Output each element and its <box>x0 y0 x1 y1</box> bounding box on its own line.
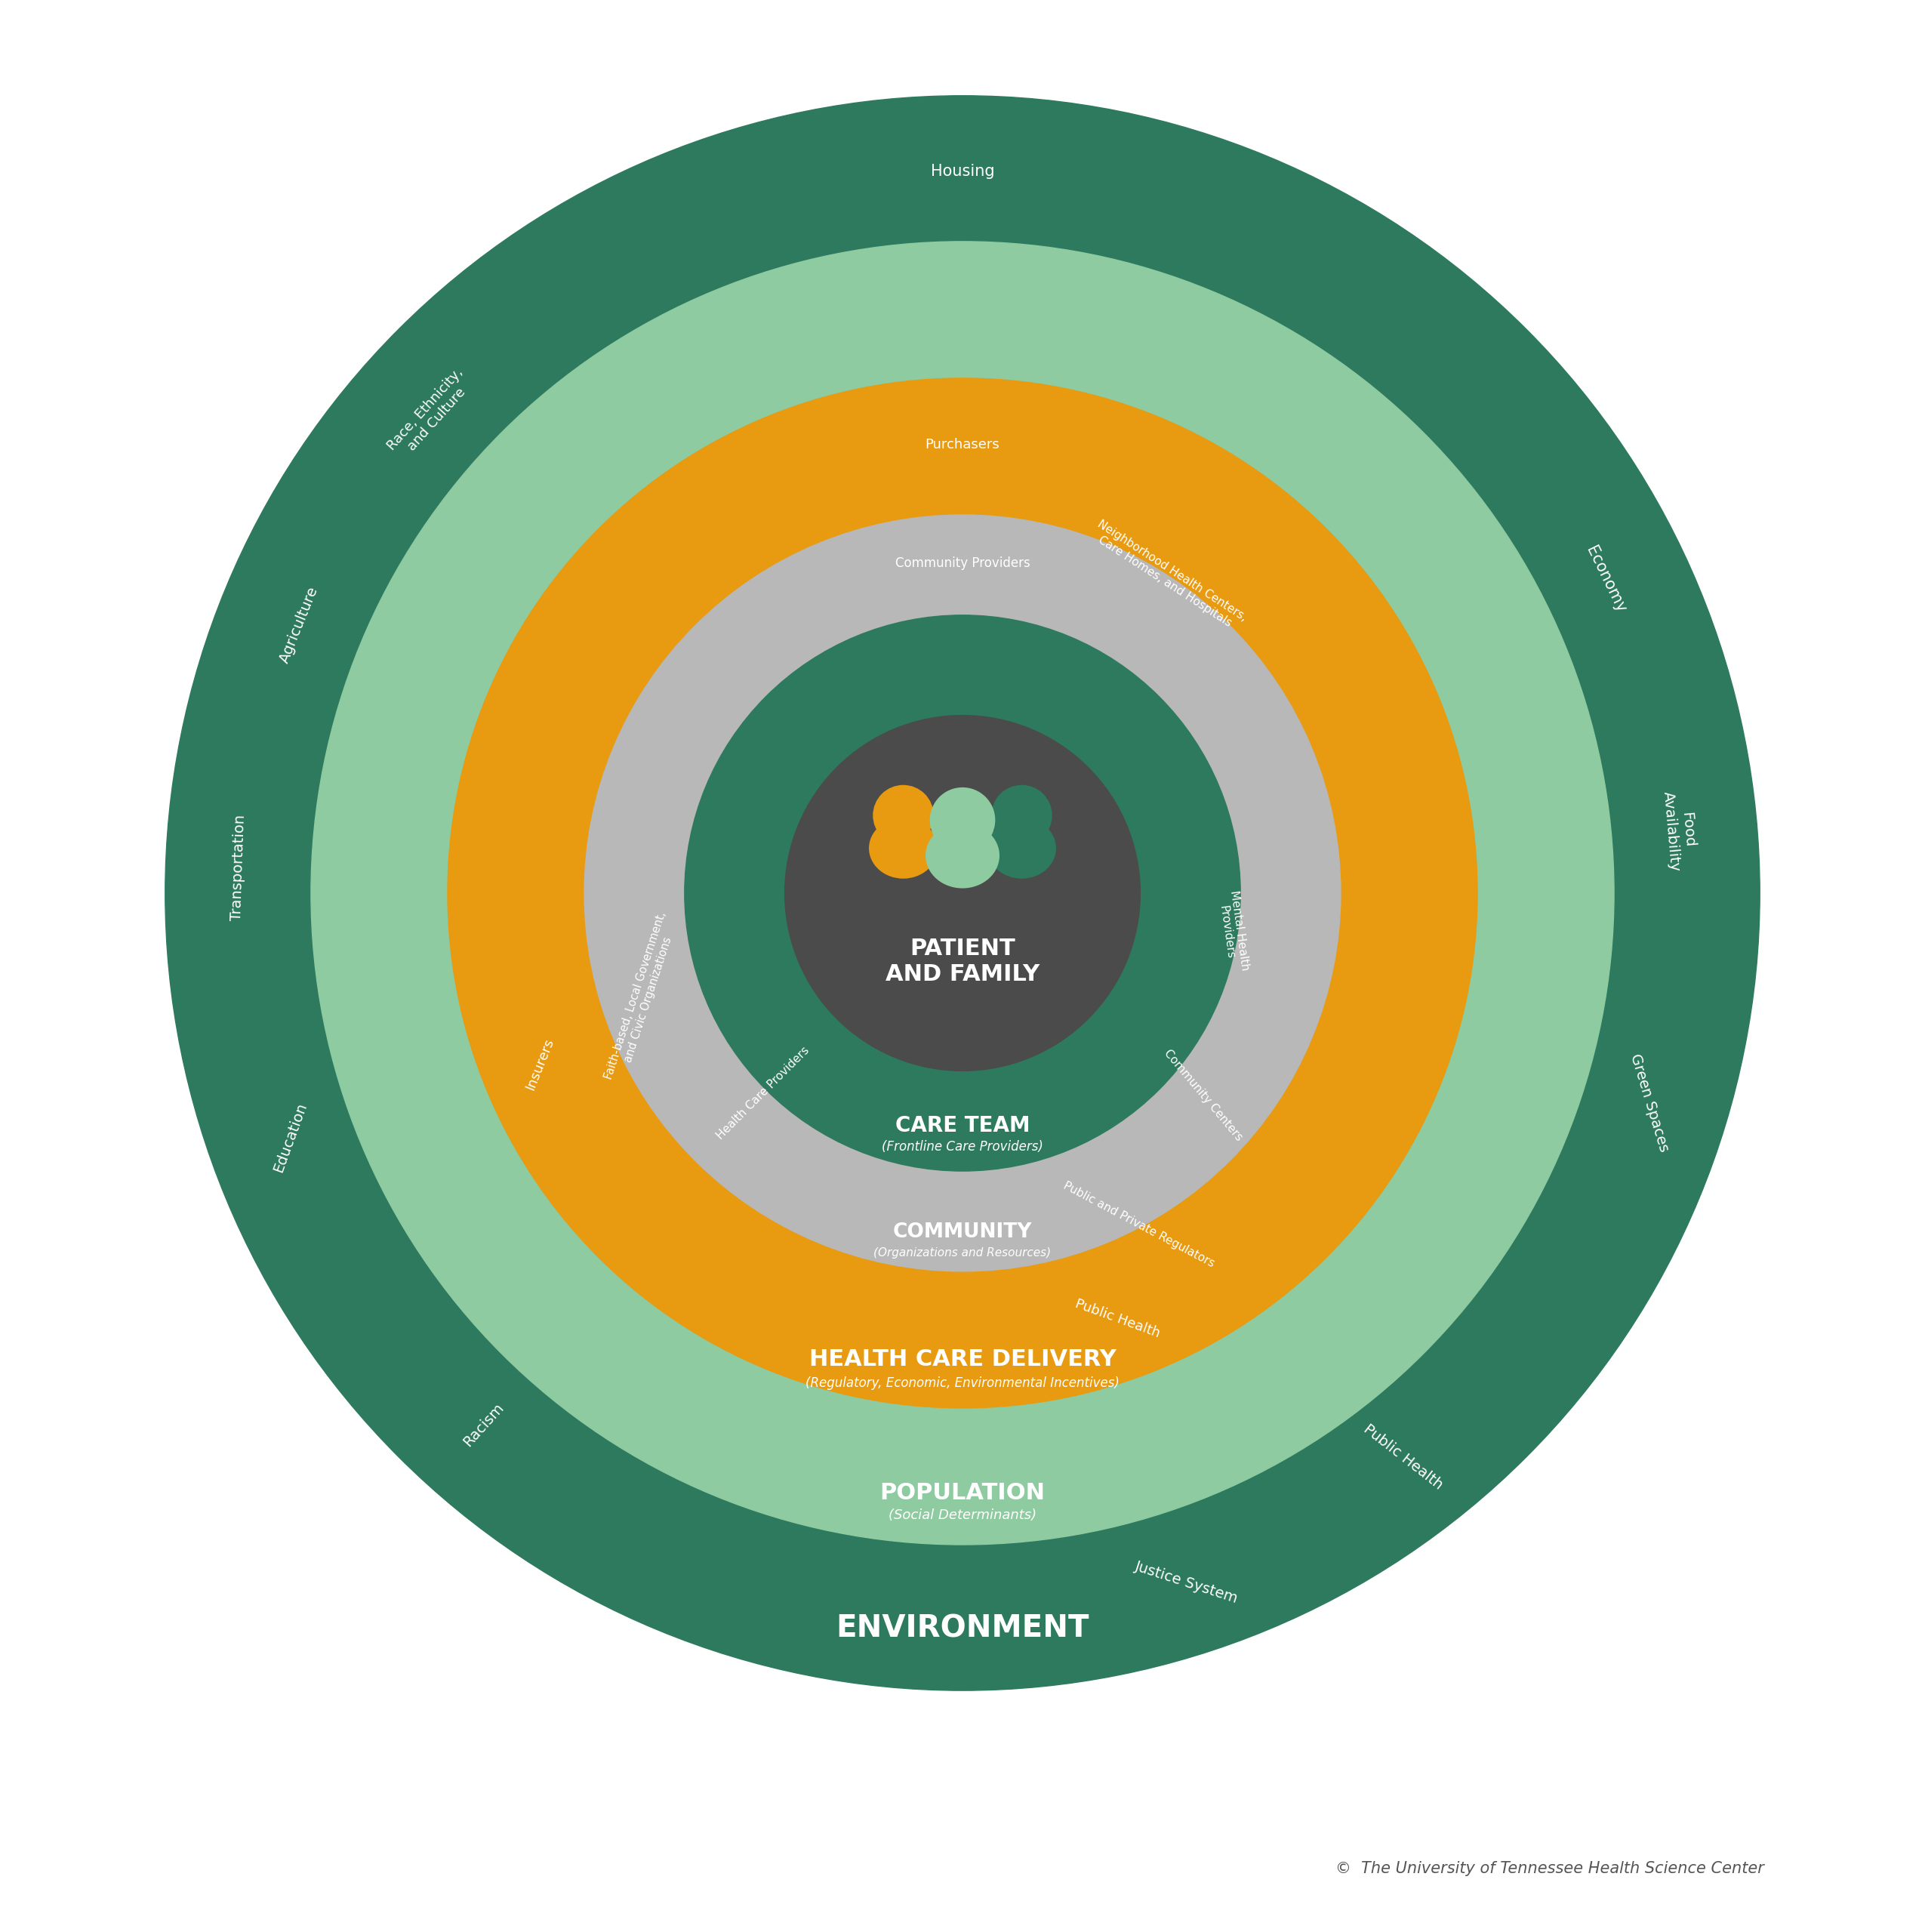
Circle shape <box>585 516 1340 1271</box>
Ellipse shape <box>926 825 999 887</box>
Text: ©  The University of Tennessee Health Science Center: © The University of Tennessee Health Sci… <box>1336 1861 1765 1876</box>
Text: Agriculture: Agriculture <box>277 585 321 665</box>
Text: (Social Determinants): (Social Determinants) <box>889 1509 1036 1522</box>
Ellipse shape <box>989 819 1055 877</box>
Text: Racism: Racism <box>460 1401 506 1449</box>
Text: ENVIRONMENT: ENVIRONMENT <box>835 1613 1090 1644</box>
Circle shape <box>932 788 993 852</box>
Text: (Frontline Care Providers): (Frontline Care Providers) <box>882 1140 1043 1153</box>
Text: COMMUNITY: COMMUNITY <box>893 1223 1032 1242</box>
Text: CARE TEAM: CARE TEAM <box>895 1115 1030 1136</box>
Text: Mental Health
Providers: Mental Health Providers <box>1215 889 1251 974</box>
Circle shape <box>993 786 1051 844</box>
Text: Housing: Housing <box>930 164 995 180</box>
Text: Public Health: Public Health <box>1361 1422 1446 1492</box>
Circle shape <box>166 97 1759 1690</box>
Text: Food
Availability: Food Availability <box>1661 788 1698 871</box>
Text: Faith-based, Local Government,
and Civic Organizations: Faith-based, Local Government, and Civic… <box>603 910 681 1084</box>
Text: Insurers: Insurers <box>524 1036 556 1092</box>
Text: PATIENT
AND FAMILY: PATIENT AND FAMILY <box>886 937 1040 985</box>
Circle shape <box>874 786 932 844</box>
Text: Transportation: Transportation <box>229 815 248 922</box>
Text: POPULATION: POPULATION <box>880 1482 1045 1503</box>
Text: Economy: Economy <box>1582 543 1629 614</box>
Text: Health Care Providers: Health Care Providers <box>714 1045 810 1142</box>
Text: Education: Education <box>271 1101 310 1175</box>
Text: (Regulatory, Economic, Environmental Incentives): (Regulatory, Economic, Environmental Inc… <box>805 1378 1120 1391</box>
Text: Neighborhood Health Centers,
Care Homes, and Hospitals: Neighborhood Health Centers, Care Homes,… <box>1088 518 1249 634</box>
Text: Green Spaces: Green Spaces <box>1627 1053 1671 1153</box>
Text: Race, Ethnicity,
and Culture: Race, Ethnicity, and Culture <box>385 365 477 464</box>
Ellipse shape <box>870 819 936 877</box>
Text: Justice System: Justice System <box>1134 1559 1240 1605</box>
Circle shape <box>685 614 1240 1171</box>
Text: HEALTH CARE DELIVERY: HEALTH CARE DELIVERY <box>808 1349 1116 1370</box>
Text: Public Health: Public Health <box>1072 1296 1163 1341</box>
Circle shape <box>785 715 1140 1070</box>
Text: Community Providers: Community Providers <box>895 556 1030 570</box>
Text: Purchasers: Purchasers <box>926 439 999 452</box>
Circle shape <box>449 379 1476 1408</box>
Circle shape <box>312 242 1613 1546</box>
Text: Public and Private Regulators: Public and Private Regulators <box>1061 1180 1217 1269</box>
Text: Community Centers: Community Centers <box>1163 1047 1245 1144</box>
Text: (Organizations and Resources): (Organizations and Resources) <box>874 1248 1051 1260</box>
